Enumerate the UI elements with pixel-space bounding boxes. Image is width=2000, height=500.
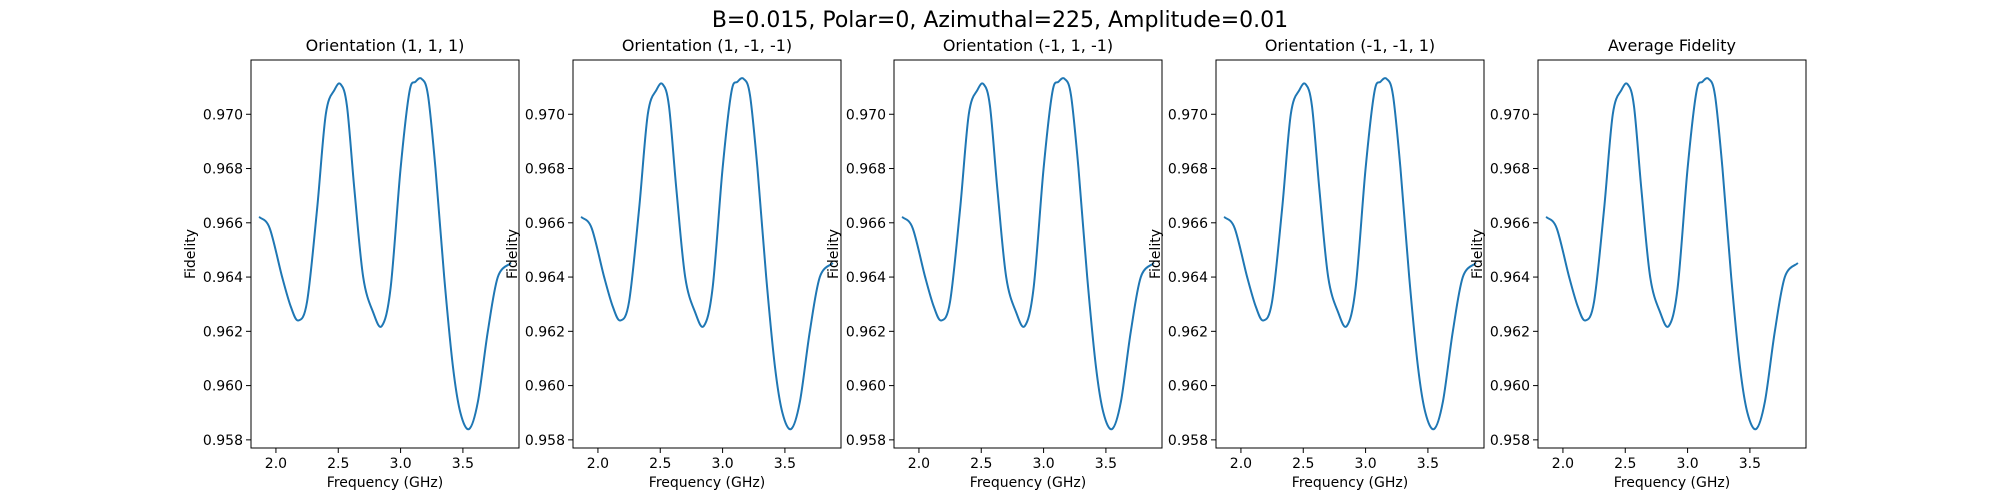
subplot-title: Orientation (1, -1, -1) (622, 36, 792, 55)
subplot-title: Orientation (1, 1, 1) (306, 36, 465, 55)
y-axis-label: Fidelity (183, 229, 199, 279)
x-tick-label: 3.5 (774, 456, 796, 472)
subplot-title: Orientation (-1, -1, 1) (1265, 36, 1435, 55)
y-tick-label: 0.970 (846, 107, 886, 123)
x-tick-label: 2.0 (1230, 456, 1252, 472)
axes-frame (572, 59, 842, 449)
y-tick-label: 0.970 (203, 107, 243, 123)
x-tick-label: 3.0 (711, 456, 733, 472)
y-tick-label: 0.960 (1490, 379, 1530, 395)
y-tick-label: 0.970 (1168, 107, 1208, 123)
y-tick-label: 0.964 (1490, 270, 1530, 286)
x-tick-label: 2.5 (327, 456, 349, 472)
subplot: Average Fidelity 2.0 2.5 3.0 3.5 0.958 0.960 0.… (1470, 36, 1807, 491)
y-tick-label: 0.960 (846, 379, 886, 395)
subplot: Orientation (1, 1, 1) 2.0 2.5 3.0 3.5 0.958 0.… (183, 36, 520, 491)
y-tick-label: 0.962 (203, 324, 243, 340)
y-tick-label: 0.962 (1168, 324, 1208, 340)
y-tick-label: 0.968 (846, 162, 886, 178)
y-tick-label: 0.964 (525, 270, 565, 286)
x-axis-label: Frequency (GHz) (970, 475, 1086, 491)
y-tick-label: 0.958 (1168, 433, 1208, 449)
y-tick-label: 0.960 (1168, 379, 1208, 395)
x-axis-label: Frequency (GHz) (1614, 475, 1730, 491)
x-tick-label: 3.5 (1417, 456, 1439, 472)
y-tick-label: 0.968 (1490, 162, 1530, 178)
x-tick-label: 2.5 (1614, 456, 1636, 472)
y-tick-label: 0.966 (525, 216, 565, 232)
y-tick-label: 0.962 (525, 324, 565, 340)
x-tick-label: 2.5 (1292, 456, 1314, 472)
fidelity-series-line (901, 77, 1155, 431)
x-tick-label: 2.0 (1552, 456, 1574, 472)
fidelity-series-line (258, 77, 512, 431)
y-tick-label: 0.964 (846, 270, 886, 286)
x-axis-label: Frequency (GHz) (1292, 475, 1408, 491)
x-axis-label: Frequency (GHz) (649, 475, 765, 491)
y-tick-label: 0.964 (203, 270, 243, 286)
fidelity-series-line (580, 77, 834, 431)
fidelity-series-line (1223, 77, 1477, 431)
x-tick-label: 3.5 (452, 456, 474, 472)
y-tick-label: 0.964 (1168, 270, 1208, 286)
axes-frame (1215, 59, 1485, 449)
figure-suptitle: B=0.015, Polar=0, Azimuthal=225, Amplitu… (712, 8, 1288, 33)
y-tick-label: 0.958 (1490, 433, 1530, 449)
y-tick-label: 0.962 (1490, 324, 1530, 340)
x-tick-label: 3.0 (389, 456, 411, 472)
subplot-title: Average Fidelity (1608, 36, 1736, 55)
y-tick-label: 0.962 (846, 324, 886, 340)
y-tick-label: 0.958 (525, 433, 565, 449)
x-tick-label: 2.0 (265, 456, 287, 472)
fidelity-series-line (1545, 77, 1799, 431)
y-tick-label: 0.960 (203, 379, 243, 395)
x-tick-label: 3.0 (1354, 456, 1376, 472)
x-tick-label: 2.0 (908, 456, 930, 472)
x-tick-label: 3.5 (1739, 456, 1761, 472)
axes-frame (250, 59, 520, 449)
x-tick-label: 3.0 (1032, 456, 1054, 472)
y-tick-label: 0.970 (525, 107, 565, 123)
y-tick-label: 0.970 (1490, 107, 1530, 123)
y-axis-label: Fidelity (1148, 229, 1164, 279)
x-tick-label: 2.5 (649, 456, 671, 472)
subplot: Orientation (-1, 1, -1) 2.0 2.5 3.0 3.5 0.958… (826, 36, 1163, 491)
y-tick-label: 0.960 (525, 379, 565, 395)
x-tick-label: 3.5 (1095, 456, 1117, 472)
y-tick-label: 0.958 (846, 433, 886, 449)
axes-frame (893, 59, 1163, 449)
subplot: Orientation (1, -1, -1) 2.0 2.5 3.0 3.5 0.958… (505, 36, 842, 491)
x-tick-label: 2.5 (970, 456, 992, 472)
y-tick-label: 0.966 (1490, 216, 1530, 232)
axes-frame (1537, 59, 1807, 449)
subplot-title: Orientation (-1, 1, -1) (943, 36, 1113, 55)
x-tick-label: 3.0 (1676, 456, 1698, 472)
y-axis-label: Fidelity (505, 229, 521, 279)
y-axis-label: Fidelity (826, 229, 842, 279)
y-tick-label: 0.966 (203, 216, 243, 232)
y-tick-label: 0.966 (846, 216, 886, 232)
x-tick-label: 2.0 (587, 456, 609, 472)
y-tick-label: 0.968 (1168, 162, 1208, 178)
x-axis-label: Frequency (GHz) (327, 475, 443, 491)
subplot-grid: Orientation (1, 1, 1) 2.0 2.5 3.0 3.5 0.958 0.… (183, 36, 1807, 491)
subplot: Orientation (-1, -1, 1) 2.0 2.5 3.0 3.5 0.958… (1148, 36, 1485, 491)
y-tick-label: 0.966 (1168, 216, 1208, 232)
y-axis-label: Fidelity (1470, 229, 1486, 279)
y-tick-label: 0.968 (203, 162, 243, 178)
y-tick-label: 0.968 (525, 162, 565, 178)
y-tick-label: 0.958 (203, 433, 243, 449)
